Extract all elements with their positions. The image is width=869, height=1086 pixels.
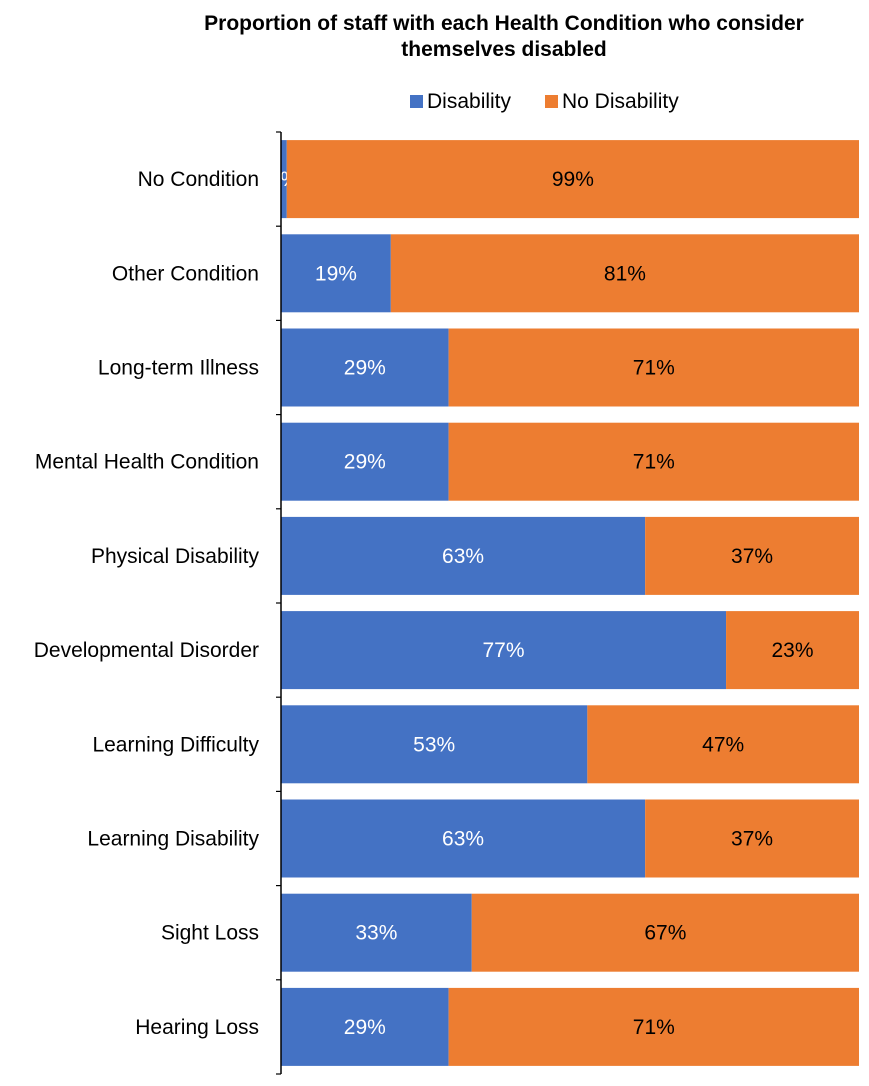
data-label-disability-other-condition: 19%: [315, 262, 357, 285]
category-label-developmental-disorder: Developmental Disorder: [34, 639, 259, 662]
legend-label-disability: Disability: [427, 90, 512, 113]
data-label-disability-mental-health-condition: 29%: [344, 451, 386, 474]
bar-disability-learning-difficulty: [281, 705, 588, 784]
chart-title-line-2: themselves disabled: [401, 38, 606, 61]
legend: Disability No Disability: [410, 90, 679, 113]
bar-no-disability-mental-health-condition: [448, 422, 859, 501]
category-label-hearing-loss: Hearing Loss: [135, 1016, 259, 1039]
category-label-learning-disability: Learning Disability: [87, 828, 259, 851]
bar-disability-other-condition: [281, 234, 391, 313]
data-label-no-disability-no-condition: 99%: [552, 168, 594, 191]
category-label-physical-disability: Physical Disability: [91, 545, 260, 568]
bar-no-disability-long-term-illness: [448, 328, 859, 407]
data-label-no-disability-mental-health-condition: 71%: [633, 451, 675, 474]
bar-disability-long-term-illness: [281, 328, 449, 407]
category-label-no-condition: No Condition: [138, 168, 259, 191]
bar-no-disability-physical-disability: [645, 516, 859, 595]
bar-no-disability-developmental-disorder: [726, 611, 859, 690]
bar-disability-hearing-loss: [281, 987, 449, 1066]
data-label-no-disability-hearing-loss: 71%: [633, 1016, 675, 1039]
bar-no-disability-hearing-loss: [448, 987, 859, 1066]
category-label-learning-difficulty: Learning Difficulty: [92, 733, 259, 756]
data-label-disability-physical-disability: 63%: [442, 545, 484, 568]
legend-label-no-disability: No Disability: [562, 90, 679, 113]
data-label-disability-learning-disability: 63%: [442, 828, 484, 851]
data-label-disability-developmental-disorder: 77%: [483, 639, 525, 662]
bar-disability-sight-loss: [281, 893, 472, 972]
category-label-other-condition: Other Condition: [112, 262, 259, 285]
data-label-no-disability-other-condition: 81%: [604, 262, 646, 285]
data-label-no-disability-developmental-disorder: 23%: [772, 639, 814, 662]
data-label-no-disability-long-term-illness: 71%: [633, 357, 675, 380]
bar-no-disability-no-condition: [286, 140, 859, 219]
legend-swatch-disability: [410, 95, 423, 108]
legend-swatch-no-disability: [545, 95, 558, 108]
data-label-disability-long-term-illness: 29%: [344, 357, 386, 380]
data-label-no-disability-physical-disability: 37%: [731, 545, 773, 568]
category-label-mental-health-condition: Mental Health Condition: [35, 451, 259, 474]
category-label-sight-loss: Sight Loss: [161, 922, 259, 945]
bar-no-disability-sight-loss: [471, 893, 859, 972]
plot-area: No Condition 1% 99%Other Condition 19% 81%Lo…: [34, 131, 859, 1075]
bar-disability-mental-health-condition: [281, 422, 449, 501]
bar-disability-learning-disability: [281, 799, 646, 878]
bar-no-disability-learning-disability: [645, 799, 859, 878]
data-label-disability-hearing-loss: 29%: [344, 1016, 386, 1039]
bar-disability-developmental-disorder: [281, 611, 727, 690]
data-label-no-disability-learning-difficulty: 47%: [702, 733, 744, 756]
data-label-disability-sight-loss: 33%: [355, 922, 397, 945]
data-label-no-disability-sight-loss: 67%: [644, 922, 686, 945]
bar-disability-physical-disability: [281, 516, 646, 595]
bar-disability-no-condition: [281, 140, 287, 219]
chart-title-line-1: Proportion of staff with each Health Con…: [204, 12, 804, 35]
bar-no-disability-learning-difficulty: [587, 705, 859, 784]
data-label-disability-learning-difficulty: 53%: [413, 733, 455, 756]
data-label-no-disability-learning-disability: 37%: [731, 828, 773, 851]
bar-no-disability-other-condition: [390, 234, 859, 313]
category-label-long-term-illness: Long-term Illness: [98, 357, 259, 380]
